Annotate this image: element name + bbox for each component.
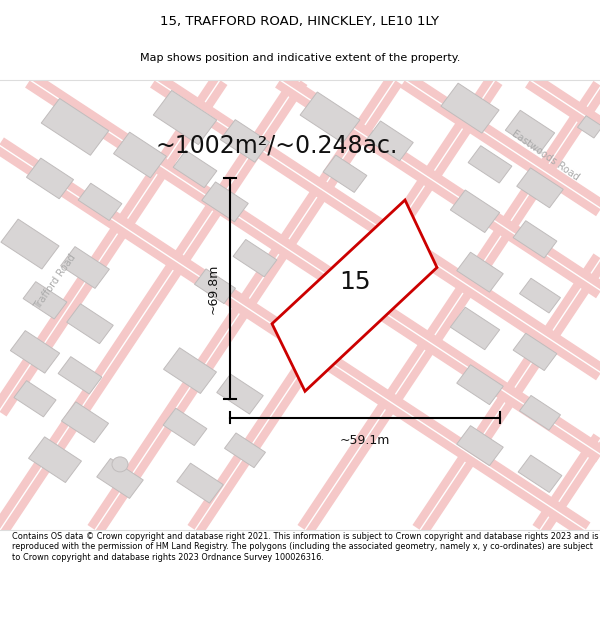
Polygon shape [457,365,503,404]
Polygon shape [468,146,512,183]
Polygon shape [220,119,269,162]
Polygon shape [41,99,109,155]
Polygon shape [300,92,360,143]
Polygon shape [367,121,413,161]
Polygon shape [177,463,223,503]
Text: Contains OS data © Crown copyright and database right 2021. This information is : Contains OS data © Crown copyright and d… [12,532,599,562]
Polygon shape [272,200,437,391]
Polygon shape [61,402,109,442]
Polygon shape [194,269,235,304]
Polygon shape [26,158,74,199]
Polygon shape [61,247,109,288]
Polygon shape [457,426,503,466]
Polygon shape [233,239,277,277]
Polygon shape [29,437,82,483]
Text: ~69.8m: ~69.8m [207,263,220,314]
Polygon shape [518,455,562,493]
Polygon shape [23,282,67,319]
Text: ~59.1m: ~59.1m [340,434,390,447]
Text: Trafford Road: Trafford Road [32,252,77,311]
Polygon shape [224,433,265,468]
Text: 15, TRAFFORD ROAD, HINCKLEY, LE10 1LY: 15, TRAFFORD ROAD, HINCKLEY, LE10 1LY [161,15,439,28]
Polygon shape [78,183,122,221]
Text: 15: 15 [339,269,371,294]
Polygon shape [113,132,166,178]
Polygon shape [97,459,143,498]
Polygon shape [323,155,367,192]
Circle shape [112,457,128,472]
Polygon shape [441,83,499,133]
Polygon shape [520,396,560,430]
Polygon shape [1,219,59,269]
Polygon shape [153,91,217,144]
Polygon shape [505,110,554,153]
Text: Eastwoods Road: Eastwoods Road [510,128,581,182]
Polygon shape [451,307,500,350]
Polygon shape [457,253,503,292]
Polygon shape [58,357,102,394]
Text: Map shows position and indicative extent of the property.: Map shows position and indicative extent… [140,53,460,63]
Polygon shape [163,408,207,446]
Polygon shape [578,116,600,138]
Polygon shape [217,374,263,414]
Polygon shape [67,304,113,344]
Polygon shape [520,278,560,313]
Polygon shape [10,331,59,373]
Polygon shape [164,348,217,394]
Polygon shape [513,333,557,371]
Polygon shape [513,221,557,258]
Polygon shape [202,182,248,222]
Polygon shape [173,151,217,188]
Text: ~1002m²/~0.248ac.: ~1002m²/~0.248ac. [155,134,397,158]
Polygon shape [517,168,563,208]
Polygon shape [451,190,500,232]
Polygon shape [14,381,56,417]
